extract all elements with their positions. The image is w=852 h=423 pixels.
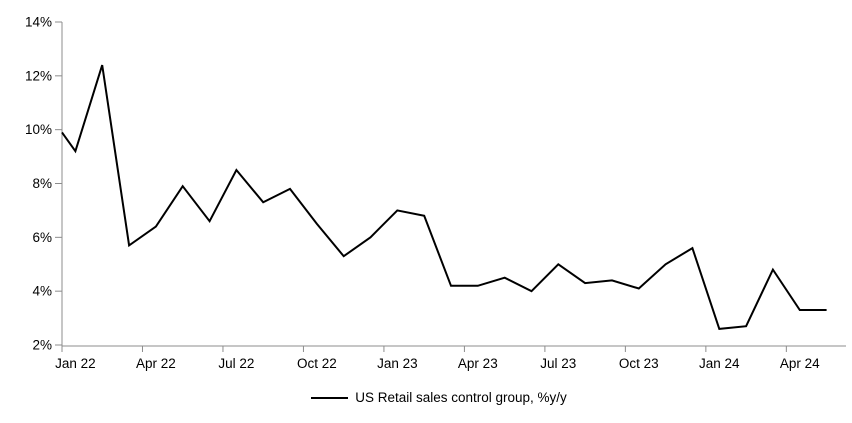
y-tick-label: 4% [32, 284, 52, 299]
y-tick-label: 8% [32, 176, 52, 191]
y-tick-label: 6% [32, 230, 52, 245]
y-tick-label: 2% [32, 338, 52, 353]
legend-label: US Retail sales control group, %y/y [355, 390, 567, 405]
line-chart-svg: 2% 4% 6% 8% 10% 12% 14% Jan 22 Apr 22 Jul 22 Oct 2… [25, 15, 846, 371]
legend: US Retail sales control group, %y/y [13, 390, 852, 405]
x-tick-label: Apr 22 [136, 356, 176, 371]
x-tick-label: Jan 22 [55, 356, 96, 371]
x-tick-label: Oct 22 [297, 356, 337, 371]
y-tick-label: 12% [25, 68, 52, 83]
y-tick-label: 10% [25, 122, 52, 137]
x-tick-label: Apr 23 [458, 356, 498, 371]
x-tick-label: Jan 24 [699, 356, 740, 371]
x-tick-label: Apr 24 [780, 356, 820, 371]
x-tick-label: Jul 22 [218, 356, 254, 371]
x-tick-label: Oct 23 [619, 356, 659, 371]
retail-sales-control-group-line [61, 64, 827, 330]
y-tick-label: 14% [25, 15, 52, 30]
legend-line-marker [311, 396, 349, 399]
x-tick-label: Jul 23 [540, 356, 576, 371]
x-tick-label: Jan 23 [377, 356, 418, 371]
